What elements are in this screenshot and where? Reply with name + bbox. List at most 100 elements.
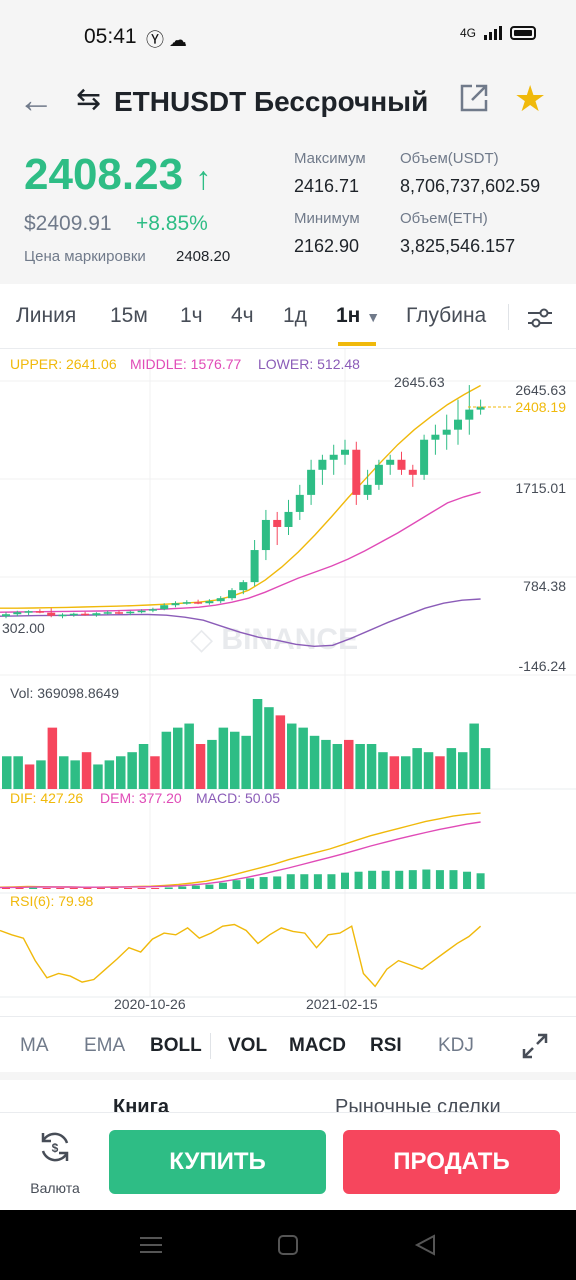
expand-icon[interactable]	[522, 1033, 548, 1059]
swap-icon[interactable]: ⇆	[76, 83, 102, 116]
price-axis-top: 2645.63	[515, 382, 566, 398]
volume-bar	[309, 735, 320, 789]
settings-sliders-icon[interactable]	[526, 306, 554, 330]
tab-order-book[interactable]: Книга	[113, 1096, 170, 1112]
buy-button[interactable]: КУПИТЬ	[109, 1130, 326, 1194]
tab-1h[interactable]: 1ч	[180, 304, 203, 327]
boll-lower-line	[0, 598, 481, 648]
macd-dem-line	[0, 821, 481, 889]
candle-body	[465, 409, 474, 420]
volume-bar	[366, 744, 377, 789]
tab-1w[interactable]: 1н ▼	[336, 304, 381, 327]
currency-button[interactable]: $ Валюта	[20, 1129, 90, 1196]
tab-line[interactable]: Линия	[16, 304, 77, 327]
indicator-rsi[interactable]: RSI	[370, 1035, 402, 1056]
volume-usdt-value: 8,706,737,602.59	[400, 176, 541, 196]
volume-bar	[298, 727, 308, 789]
candle-body	[137, 610, 146, 613]
high-marker: 2645.63	[394, 374, 445, 390]
volume-bar	[241, 735, 251, 789]
tab-4h[interactable]: 4ч	[231, 304, 254, 327]
tab-market-trades[interactable]: Рыночные сделки	[335, 1096, 501, 1112]
volume-bar	[230, 731, 240, 789]
volume-bar	[184, 723, 194, 789]
candle-body	[160, 605, 169, 610]
volume-bar	[24, 764, 35, 789]
volume-bar	[2, 756, 12, 789]
sell-button[interactable]: ПРОДАТЬ	[343, 1130, 560, 1194]
kline-chart-svg[interactable]: UPPER: 2641.06 MIDDLE: 1576.77 LOWER: 51…	[0, 349, 576, 1017]
candle-body	[81, 613, 90, 616]
kline-chart[interactable]: UPPER: 2641.06 MIDDLE: 1576.77 LOWER: 51…	[0, 348, 576, 1016]
volume-eth-value: 3,825,546.157	[400, 236, 516, 256]
x-axis-label-1: 2020-10-26	[114, 996, 186, 1012]
candle-body	[194, 602, 203, 604]
candle-body	[148, 609, 157, 611]
tab-depth[interactable]: Глубина	[406, 304, 487, 327]
candle-body	[341, 449, 349, 455]
volume-bar	[344, 739, 354, 789]
indicator-kdj[interactable]: KDJ	[438, 1035, 474, 1056]
price-axis-2: 1715.01	[515, 480, 566, 496]
back-arrow-icon[interactable]: ←	[18, 79, 54, 120]
candle-body	[24, 611, 33, 613]
volume-bar	[195, 744, 206, 789]
indicator-ma[interactable]: MA	[20, 1035, 49, 1056]
macd-histogram-bar	[2, 888, 10, 889]
external-link-icon[interactable]	[458, 82, 490, 114]
nav-back-icon[interactable]	[414, 1234, 436, 1256]
macd-histogram-bar	[381, 870, 390, 889]
volume-bar	[435, 756, 445, 789]
system-icons: 4G	[460, 26, 536, 40]
macd-histogram-bar	[435, 870, 444, 889]
home-icon[interactable]	[278, 1235, 298, 1255]
candle-body	[261, 519, 270, 551]
last-price: 2408.23 ↑	[24, 150, 212, 199]
bottom-action-bar: $ Валюта КУПИТЬ ПРОДАТЬ	[0, 1112, 576, 1210]
candle-body	[58, 614, 67, 617]
indicator-macd[interactable]: MACD	[289, 1035, 346, 1056]
system-nav-bar	[0, 1210, 576, 1280]
volume-bar	[389, 756, 400, 789]
tab-15m[interactable]: 15м	[110, 304, 148, 327]
volume-bar	[36, 760, 46, 789]
indicator-ema[interactable]: EMA	[84, 1035, 126, 1056]
candle-body	[374, 464, 383, 485]
volume-bar	[81, 752, 92, 789]
pair-title[interactable]: ETHUSDT Бессрочный	[114, 86, 429, 117]
recent-apps-icon[interactable]	[140, 1236, 162, 1254]
indicator-vol[interactable]: VOL	[228, 1035, 268, 1056]
tab-1d[interactable]: 1д	[283, 304, 307, 327]
volume-bar	[173, 727, 183, 789]
candle-body	[386, 459, 395, 465]
volume-bar	[423, 752, 434, 789]
indicator-boll[interactable]: BOLL	[150, 1035, 202, 1056]
volume-bar	[59, 756, 69, 789]
star-icon[interactable]: ★	[514, 78, 547, 119]
macd-histogram-bar	[83, 888, 92, 889]
macd-histogram-bar	[178, 886, 187, 889]
macd-dif-line	[0, 812, 481, 888]
macd-histogram-bar	[218, 882, 227, 889]
candle-body	[363, 484, 372, 495]
volume-bar	[264, 707, 274, 789]
volume-bar	[469, 723, 479, 789]
volume-bar	[116, 756, 126, 789]
volume-bar	[275, 715, 286, 789]
candle-body	[318, 459, 327, 470]
macd-histogram-bar	[368, 870, 377, 889]
candle-body	[352, 449, 361, 495]
macd-value-label: MACD: 50.05	[196, 790, 280, 806]
volume-bar	[161, 731, 172, 789]
macd-histogram-bar	[56, 888, 65, 889]
price-change: +8.85%	[136, 212, 208, 235]
volume-bar	[378, 752, 388, 789]
boll-middle-line	[0, 491, 481, 613]
candle-body	[250, 550, 259, 583]
volume-bar	[412, 748, 422, 789]
candle-body	[307, 469, 316, 495]
macd-histogram-bar	[42, 888, 51, 889]
macd-histogram-bar	[313, 874, 322, 889]
macd-histogram-bar	[449, 870, 458, 889]
candle-body	[239, 582, 248, 591]
